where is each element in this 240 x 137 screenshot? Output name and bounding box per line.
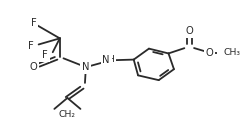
Text: H: H [108,55,114,64]
Text: O: O [30,62,38,72]
Text: F: F [31,18,36,28]
Text: F: F [42,51,48,60]
Text: O: O [206,48,214,58]
Text: N: N [102,55,110,65]
Text: F: F [28,41,33,51]
Text: CH₃: CH₃ [224,48,240,57]
Text: O: O [185,26,193,36]
Text: N: N [82,62,90,72]
Text: CH₂: CH₂ [59,110,76,119]
